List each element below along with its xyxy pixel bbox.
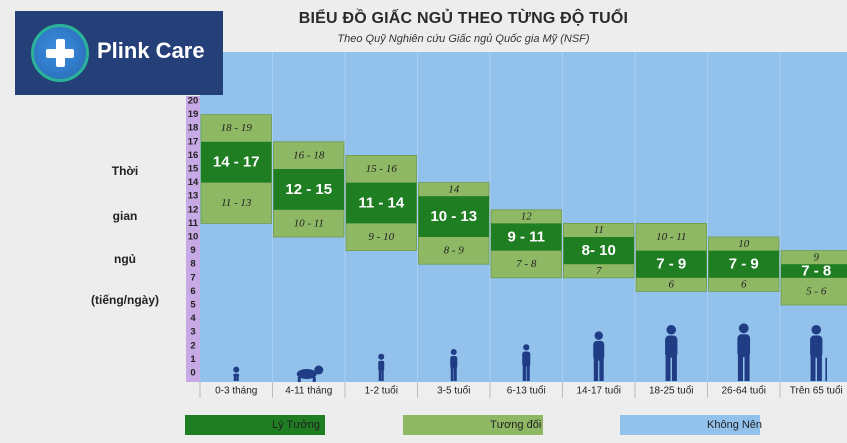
- ideal-range-label: 7 - 8: [801, 263, 831, 280]
- ideal-range-label: 7 - 9: [656, 256, 686, 273]
- y-axis-label-line-1: Thời: [111, 164, 139, 178]
- range-bar-ideal: [563, 237, 634, 265]
- y-axis-label-line-4: (tiếng/ngày): [91, 293, 159, 307]
- y-axis-label-line-2: gian: [112, 209, 138, 223]
- upper-range-label: 12: [521, 211, 533, 223]
- x-tick-label: 0-3 tháng: [215, 386, 257, 397]
- range-bar-ideal: [491, 223, 562, 251]
- y-tick-label: 7: [190, 272, 195, 283]
- ideal-range-label: 7 - 9: [729, 256, 759, 273]
- legend-swatch-not-recommended: [620, 415, 760, 435]
- range-bar-ideal: [781, 264, 847, 278]
- y-tick-label: 18: [188, 123, 199, 134]
- lower-range-label: 8 - 9: [444, 245, 465, 257]
- range-bar-ideal: [201, 141, 272, 183]
- y-axis-label-line-3: ngủ: [114, 252, 136, 266]
- y-tick-label: 2: [190, 340, 195, 351]
- legend-label-relative: Tương đối: [490, 419, 542, 431]
- y-tick-label: 0: [190, 368, 195, 379]
- y-tick-label: 8: [190, 259, 195, 270]
- x-axis-band: [200, 382, 847, 398]
- lower-range-label: 10 - 11: [294, 217, 324, 229]
- legend-label-not-recommended: Không Nên: [707, 419, 763, 431]
- upper-range-label: 16 - 18: [293, 149, 325, 161]
- lower-range-label: 6: [741, 279, 747, 291]
- infant-silhouette-icon: [233, 366, 240, 381]
- x-tick-label: 1-2 tuổi: [365, 385, 398, 397]
- x-tick-label: 6-13 tuổi: [507, 385, 546, 397]
- x-tick-label: 26-64 tuổi: [722, 385, 766, 397]
- y-tick-label: 11: [188, 218, 199, 229]
- range-bar-ideal: [418, 196, 489, 237]
- ideal-range-label: 12 - 15: [285, 181, 332, 198]
- y-axis-strip: [186, 96, 200, 382]
- range-bar-ideal: [708, 250, 779, 278]
- y-tick-label: 1: [190, 354, 196, 365]
- teen-silhouette-icon: [593, 331, 605, 381]
- y-tick-label: 19: [188, 109, 199, 120]
- elderly-silhouette-icon: [810, 325, 828, 381]
- lower-range-label: 7: [596, 265, 602, 277]
- y-tick-label: 6: [190, 286, 195, 297]
- y-tick-label: 5: [190, 300, 196, 311]
- upper-range-label: 10 - 11: [656, 231, 686, 243]
- lower-range-label: 5 - 6: [806, 285, 827, 297]
- x-tick-label: 14-17 tuổi: [577, 385, 621, 397]
- range-bar-ideal: [273, 169, 344, 210]
- range-bar-ideal: [636, 250, 707, 278]
- lower-range-label: 7 - 8: [516, 258, 537, 270]
- toddler-silhouette-icon: [378, 353, 385, 381]
- range-bar-ideal: [346, 182, 417, 224]
- ideal-range-label: 8- 10: [582, 242, 616, 259]
- child-silhouette-icon: [522, 344, 531, 381]
- legend-swatch-ideal: [185, 415, 325, 435]
- ideal-range-label: 11 - 14: [358, 195, 405, 212]
- lower-range-label: 9 - 10: [368, 231, 394, 243]
- ideal-range-label: 9 - 11: [507, 229, 545, 246]
- y-tick-label: 13: [188, 191, 199, 202]
- lower-range-label: 11 - 13: [221, 197, 252, 209]
- y-tick-label: 16: [188, 150, 199, 161]
- y-tick-label: 9: [190, 245, 195, 256]
- x-tick-label: Trên 65 tuổi: [790, 385, 843, 397]
- brand-logo: Plink Care: [15, 11, 223, 95]
- chart-title: BIỂU ĐỒ GIẤC NGỦ THEO TỪNG ĐỘ TUỔI: [298, 10, 629, 27]
- y-tick-label: 14: [188, 177, 199, 188]
- upper-range-label: 14: [448, 183, 460, 195]
- chart-subtitle: Theo Quỹ Nghiên cứu Giấc ngủ Quốc gia Mỹ…: [337, 33, 590, 45]
- y-tick-label: 4: [190, 313, 196, 324]
- legend-label-ideal: Lý Tưởng: [272, 419, 321, 431]
- upper-range-label: 11: [594, 224, 604, 236]
- legend-swatch-relative: [403, 415, 543, 435]
- y-tick-label: 3: [190, 327, 195, 338]
- y-tick-label: 15: [188, 164, 199, 175]
- upper-range-label: 10: [738, 238, 750, 250]
- brand-name: Plink Care: [97, 38, 205, 63]
- y-tick-label: 10: [188, 232, 199, 243]
- upper-range-label: 18 - 19: [221, 122, 253, 134]
- plus-cross-icon: [31, 24, 89, 82]
- x-tick-label: 4-11 tháng: [285, 386, 332, 397]
- ideal-range-label: 14 - 17: [213, 154, 260, 171]
- x-tick-label: 3-5 tuổi: [437, 385, 470, 397]
- adult-silhouette-icon: [737, 323, 751, 381]
- young-adult-silhouette-icon: [665, 325, 678, 381]
- y-tick-label: 12: [188, 204, 199, 215]
- x-tick-label: 18-25 tuổi: [649, 385, 693, 397]
- preschooler-silhouette-icon: [450, 349, 458, 381]
- upper-range-label: 9: [814, 251, 820, 263]
- upper-range-label: 15 - 16: [366, 163, 398, 175]
- crawling-baby-silhouette-icon: [296, 365, 324, 382]
- y-tick-label: 17: [188, 136, 199, 147]
- y-tick-label: 20: [188, 96, 199, 107]
- ideal-range-label: 10 - 13: [430, 208, 477, 225]
- lower-range-label: 6: [669, 279, 675, 291]
